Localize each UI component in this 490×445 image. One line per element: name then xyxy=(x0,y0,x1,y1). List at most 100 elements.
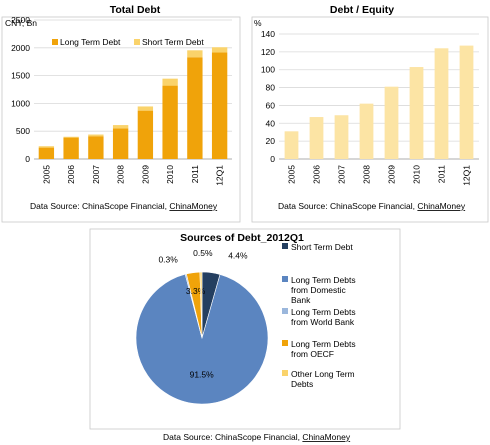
pie-legend-label: Long Term Debts xyxy=(291,339,356,349)
sources-of-debt-frame xyxy=(89,228,401,430)
debt-equity-ytick-label: 0 xyxy=(270,154,275,164)
debt-equity-source: Data Source: ChinaScope Financial, China… xyxy=(278,201,466,211)
debt-equity-title: Debt / Equity xyxy=(330,4,394,16)
sources-of-debt-source-prefix: Data Source: ChinaScope Financial, xyxy=(163,432,302,442)
debt-equity-bar-value-2008 xyxy=(359,103,374,159)
pie-legend-swatch xyxy=(282,340,288,346)
debt-equity-xtick-label: 2008 xyxy=(362,165,372,184)
pie-data-label: 0.5% xyxy=(193,248,213,258)
total-debt-source: Data Source: ChinaScope Financial, China… xyxy=(30,201,218,211)
debt-equity-source-prefix: Data Source: ChinaScope Financial, xyxy=(278,201,417,211)
pie-legend-swatch xyxy=(282,243,288,249)
total-debt-xtick-label: 2005 xyxy=(41,165,51,184)
total-debt-xtick-label: 2007 xyxy=(91,165,101,184)
total-debt-ytick-label: 500 xyxy=(16,126,30,136)
debt-equity-ytick-label: 40 xyxy=(266,118,276,128)
pie-legend-label: Long Term Debts xyxy=(291,275,356,285)
total-debt-source-prefix: Data Source: ChinaScope Financial, xyxy=(30,201,169,211)
debt-equity-bar-value-2011 xyxy=(434,48,449,159)
total-debt-bar-long-term-debt-2010 xyxy=(162,85,178,159)
total-debt-ytick-label: 1000 xyxy=(11,98,30,108)
total-debt-legend-label: Short Term Debt xyxy=(142,37,204,47)
sources-of-debt-chart: Sources of Debt_2012Q1 Data Source: Chin… xyxy=(89,228,401,442)
total-debt-bar-short-term-debt-12q1 xyxy=(211,47,228,53)
total-debt-bar-long-term-debt-12q1 xyxy=(211,52,228,159)
total-debt-ytick-label: 2000 xyxy=(11,43,30,53)
debt-equity-ytick-label: 140 xyxy=(261,29,275,39)
total-debt-bar-short-term-debt-2009 xyxy=(137,106,154,111)
debt-equity-source-link: ChinaMoney xyxy=(417,201,465,211)
debt-equity-ytick-label: 60 xyxy=(266,100,276,110)
debt-equity-ytick-label: 120 xyxy=(261,47,275,57)
total-debt-bar-short-term-debt-2005 xyxy=(38,146,55,148)
debt-equity-bar-value-2006 xyxy=(309,117,324,159)
pie-legend-label: Other Long Term xyxy=(291,369,355,379)
debt-equity-bar-value-2010 xyxy=(409,67,424,159)
total-debt-bar-long-term-debt-2009 xyxy=(137,110,154,159)
pie-legend-label: from World Bank xyxy=(291,317,355,327)
debt-equity-bar-value-2009 xyxy=(384,86,399,159)
total-debt-legend-swatch xyxy=(134,39,140,45)
total-debt-bar-short-term-debt-2006 xyxy=(63,136,79,138)
total-debt-frame xyxy=(1,16,241,223)
total-debt-legend-swatch xyxy=(52,39,58,45)
total-debt-bar-short-term-debt-2010 xyxy=(162,78,178,86)
total-debt-xtick-label: 2010 xyxy=(165,165,175,184)
total-debt-bar-long-term-debt-2005 xyxy=(38,147,55,159)
debt-equity-frame xyxy=(251,16,489,223)
debt-equity-xtick-label: 2009 xyxy=(387,165,397,184)
pie-slice-long-term-debts-from-domestic-bank xyxy=(135,273,269,405)
debt-equity-xtick-label: 2007 xyxy=(337,165,347,184)
pie-data-label: 91.5% xyxy=(190,369,215,379)
debt-equity-ytick-label: 20 xyxy=(266,136,276,146)
total-debt-xtick-label: 12Q1 xyxy=(215,165,225,186)
debt-equity-ytick-label: 80 xyxy=(266,83,276,93)
debt-equity-xtick-label: 2005 xyxy=(287,165,297,184)
debt-equity-bar-value-2007 xyxy=(334,115,349,159)
total-debt-chart: Total Debt CNY, Bn Data Source: ChinaSco… xyxy=(1,4,241,223)
debt-equity-xtick-label: 2011 xyxy=(437,165,447,184)
debt-equity-unit-label: % xyxy=(254,18,262,28)
total-debt-bar-short-term-debt-2011 xyxy=(187,50,203,58)
total-debt-bar-long-term-debt-2006 xyxy=(63,137,79,159)
pie-legend-label: Short Term Debt xyxy=(291,242,353,252)
debt-equity-chart: Debt / Equity % Data Source: ChinaScope … xyxy=(251,4,489,223)
pie-data-label: 4.4% xyxy=(228,251,248,261)
debt-equity-xtick-label: 2010 xyxy=(412,165,422,184)
total-debt-legend-label: Long Term Debt xyxy=(60,37,121,47)
pie-legend-label: from OECF xyxy=(291,349,334,359)
total-debt-bar-short-term-debt-2007 xyxy=(88,134,104,137)
total-debt-xtick-label: 2008 xyxy=(116,165,126,184)
sources-of-debt-title: Sources of Debt_2012Q1 xyxy=(180,232,304,244)
total-debt-bar-long-term-debt-2011 xyxy=(187,57,203,159)
debt-equity-xtick-label: 12Q1 xyxy=(462,165,472,186)
pie-legend-swatch xyxy=(282,276,288,282)
total-debt-ytick-label: 1500 xyxy=(11,71,30,81)
total-debt-bar-short-term-debt-2008 xyxy=(112,125,129,129)
pie-legend-swatch xyxy=(282,308,288,314)
pie-legend-label: Debts xyxy=(291,379,313,389)
total-debt-title: Total Debt xyxy=(110,4,161,16)
pie-legend-label: Bank xyxy=(291,295,311,305)
pie-legend-swatch xyxy=(282,370,288,376)
total-debt-bar-long-term-debt-2008 xyxy=(112,128,129,159)
pie-legend-label: Long Term Debts xyxy=(291,307,356,317)
total-debt-xtick-label: 2006 xyxy=(66,165,76,184)
debt-equity-xtick-label: 2006 xyxy=(312,165,322,184)
pie-legend-label: from Domestic xyxy=(291,285,347,295)
total-debt-ytick-label: 2500 xyxy=(11,15,30,25)
total-debt-xtick-label: 2011 xyxy=(190,165,200,184)
total-debt-xtick-label: 2009 xyxy=(140,165,150,184)
total-debt-bar-long-term-debt-2007 xyxy=(88,136,104,159)
pie-data-label: 0.3% xyxy=(158,254,178,264)
pie-data-label: 3.3% xyxy=(186,286,206,296)
debt-equity-ytick-label: 100 xyxy=(261,65,275,75)
debt-equity-bar-value-12q1 xyxy=(459,45,474,159)
sources-of-debt-source: Data Source: ChinaScope Financial, China… xyxy=(163,432,351,442)
total-debt-source-link: ChinaMoney xyxy=(169,201,217,211)
pie-slice-other-long-term-debts xyxy=(199,271,203,339)
total-debt-unit-label: CNY, Bn xyxy=(5,18,37,28)
debt-equity-bar-value-2005 xyxy=(284,131,299,159)
sources-of-debt-source-link: ChinaMoney xyxy=(302,432,350,442)
